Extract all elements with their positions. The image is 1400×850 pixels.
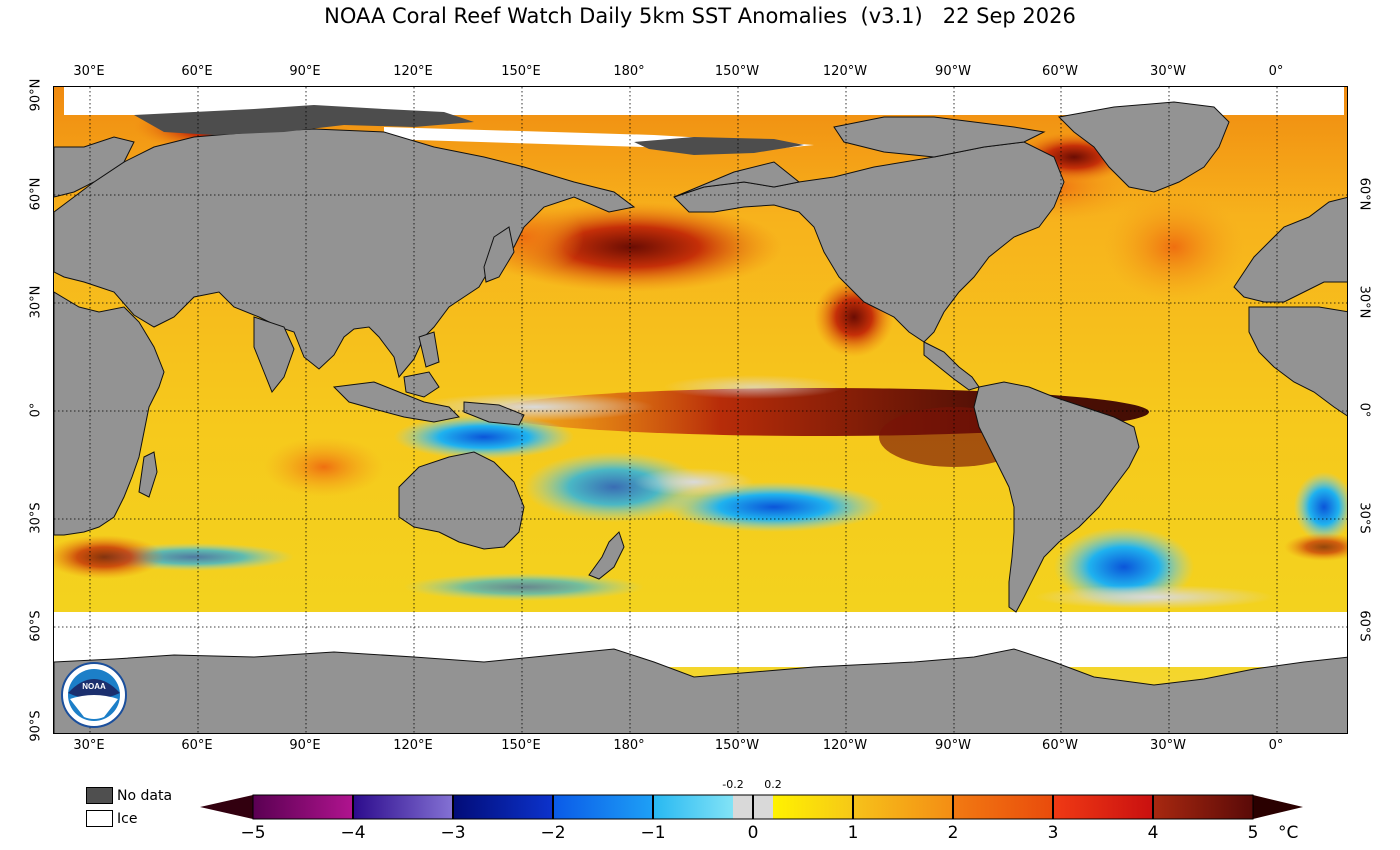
africa-land: [54, 291, 165, 536]
europe-west-land: [1233, 196, 1347, 303]
lon-label: 0°: [1268, 64, 1284, 79]
colorbar-tick-label: 5: [1247, 823, 1259, 843]
lon-label: 150°W: [714, 64, 760, 79]
colorbar-small-tick-label: 0.2: [764, 778, 782, 791]
colorbar-small-tick-label: -0.2: [722, 778, 744, 791]
graticule: [54, 87, 1347, 733]
central-america-land: [923, 341, 980, 391]
borneo-land: [403, 371, 440, 398]
europe-land: [54, 136, 135, 198]
south-america-land: [973, 381, 1140, 613]
alaska-land: [673, 161, 801, 198]
lon-label: 60°W: [1042, 738, 1078, 753]
india-land: [253, 316, 295, 393]
colorbar-unit-label: °C: [1278, 823, 1299, 843]
legend-no-data: No data: [86, 787, 172, 804]
colorbar-tick-label: 0: [747, 823, 759, 843]
japan-land: [483, 226, 515, 283]
lon-label: 180°: [613, 738, 645, 753]
new-guinea-land: [463, 401, 525, 426]
colorbar-tick-label: 1: [847, 823, 859, 843]
lon-label: 150°E: [501, 64, 541, 79]
lon-label: 180°: [613, 64, 645, 79]
colorbar-tick-label: −3: [440, 823, 466, 843]
indonesia-land: [332, 381, 461, 423]
lon-label: 60°W: [1042, 64, 1078, 79]
no-data-regions: [134, 105, 804, 155]
philippines-land: [418, 331, 440, 368]
lon-label: 120°W: [822, 64, 868, 79]
lon-label: 30°E: [73, 738, 105, 753]
colorbar-tick-label: −1: [640, 823, 666, 843]
colorbar-tick-label: 4: [1147, 823, 1159, 843]
map-title: NOAA Coral Reef Watch Daily 5km SST Anom…: [324, 4, 1076, 28]
canadian-islands-land: [833, 116, 1046, 158]
lat-label: 90°N: [28, 78, 44, 112]
colorbar: [200, 794, 1303, 820]
svg-text:NOAA: NOAA: [82, 682, 106, 691]
lon-label: 60°E: [181, 738, 213, 753]
colorbar-tick-label: −2: [540, 823, 566, 843]
australia-land: [398, 451, 525, 550]
no-data-label: No data: [117, 787, 173, 804]
greenland-land: [1057, 101, 1230, 193]
lon-label: 150°W: [714, 738, 760, 753]
colorbar-tick-label: 3: [1047, 823, 1059, 843]
lon-label: 60°E: [181, 64, 213, 79]
lon-label: 120°E: [393, 738, 433, 753]
no-data-swatch: [86, 787, 113, 804]
colorbar-tick-label: 2: [947, 823, 959, 843]
lon-label: 30°W: [1150, 64, 1186, 79]
lon-label: 0°: [1268, 738, 1284, 753]
ice-swatch: [86, 810, 113, 827]
africa-west-land: [1248, 306, 1347, 417]
lat-label: 60°N: [28, 177, 44, 211]
lon-label: 90°E: [289, 738, 321, 753]
lat-label: 0°: [28, 402, 44, 418]
lon-label: 90°W: [935, 738, 971, 753]
lat-label: 0°: [1356, 402, 1372, 418]
colorbar-tick-label: −4: [340, 823, 366, 843]
madagascar-land: [138, 451, 158, 498]
lon-label: 90°W: [935, 64, 971, 79]
lat-label: 30°S: [1356, 502, 1372, 534]
lat-label: 90°S: [28, 710, 44, 742]
lat-label: 30°N: [28, 285, 44, 319]
noaa-logo: NOAA: [61, 662, 127, 728]
lon-label: 90°E: [289, 64, 321, 79]
north-america-land: [673, 141, 1065, 343]
lon-label: 150°E: [501, 738, 541, 753]
antarctica-land: [54, 648, 1347, 733]
ice-label: Ice: [117, 810, 138, 827]
new-zealand-land: [588, 531, 625, 580]
lon-label: 30°E: [73, 64, 105, 79]
lat-label: 30°N: [1356, 285, 1372, 319]
lon-label: 120°E: [393, 64, 433, 79]
lat-label: 60°S: [1356, 610, 1372, 642]
legend-ice: Ice: [86, 810, 137, 827]
lon-label: 120°W: [822, 738, 868, 753]
lat-label: 60°S: [28, 610, 44, 642]
land-masses: [54, 101, 1347, 733]
colorbar-tick-label: −5: [240, 823, 266, 843]
lat-label: 60°N: [1356, 177, 1372, 211]
sst-anomaly-map[interactable]: NOAA: [53, 86, 1348, 734]
lat-label: 30°S: [28, 502, 44, 534]
lon-label: 30°W: [1150, 738, 1186, 753]
